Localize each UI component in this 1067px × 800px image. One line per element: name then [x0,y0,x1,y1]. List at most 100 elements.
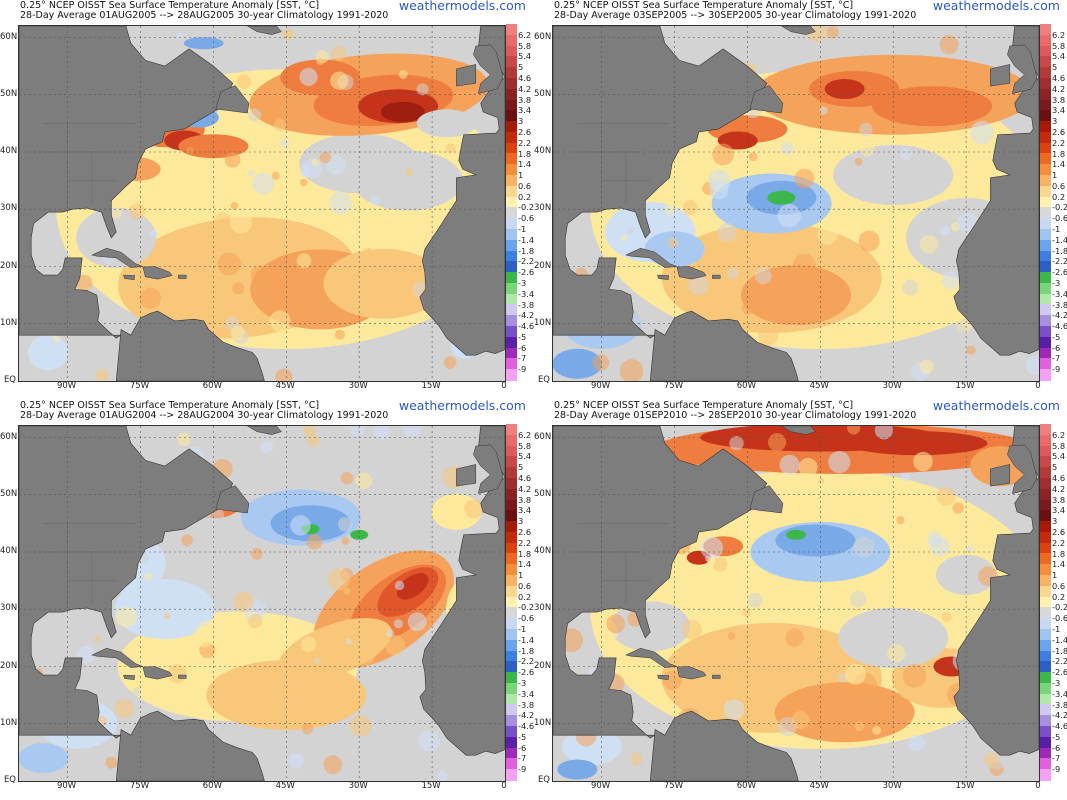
colorbar-label: 3 [518,516,524,527]
colorbar-label: -0.6 [518,213,535,224]
colorbar-segment [506,153,517,165]
colorbar-label: -0.2 [1052,602,1067,613]
map-title: 0.25° NCEP OISST Sea Surface Temperature… [20,400,320,411]
colorbar-segment [506,769,517,781]
sst-anomaly-map-panel: 0.25° NCEP OISST Sea Surface Temperature… [534,0,1067,400]
lat-label: 30N [534,203,552,214]
colorbar-segment [1040,639,1051,652]
colorbar-label: 2.6 [1052,126,1066,137]
brand-link[interactable]: weathermodels.com [932,0,1060,13]
colorbar-segment [1040,434,1051,447]
colorbar-segment [1040,164,1051,176]
colorbar-segment [506,564,517,576]
colorbar-segment [1040,477,1051,490]
colorbar-label: -4.6 [518,321,535,332]
colorbar-segment [1040,175,1051,187]
colorbar-label: 5.4 [1052,451,1066,462]
colorbar-label: -2.2 [518,256,535,267]
lon-label: 45W [809,781,829,791]
colorbar-segment [506,131,517,144]
colorbar-label: -4.6 [518,721,535,732]
lon-label: 0 [1035,781,1041,791]
colorbar-label: -7 [1052,353,1061,364]
colorbar-segment [506,488,517,501]
colorbar-label: -0.6 [1052,613,1067,624]
colorbar-label: -3 [1052,277,1061,288]
colorbar-label: -2.2 [1052,256,1067,267]
colorbar-segment [506,445,517,457]
colorbar-label: -9 [518,764,527,775]
colorbar-label: -2.6 [1052,667,1067,678]
colorbar-label: 5 [518,462,524,473]
colorbar-label: 1.4 [1052,159,1066,170]
lat-label: 30N [0,203,18,214]
lat-label: 10N [0,317,18,328]
colorbar [1040,24,1051,381]
colorbar-label: -1 [518,624,527,634]
colorbar-segment [1040,347,1051,359]
colorbar-label: -5 [518,331,527,342]
lat-label: 40N [0,546,18,556]
colorbar-segment [1040,304,1051,316]
colorbar-segment [506,672,517,684]
colorbar-segment [1040,282,1051,295]
lon-label: 15W [955,381,975,391]
colorbar-segment [506,542,517,555]
colorbar-segment [1040,218,1051,230]
colorbar-segment [1040,239,1051,252]
brand-link[interactable]: weathermodels.com [932,398,1060,413]
brand-link[interactable]: weathermodels.com [398,0,526,13]
colorbar-segment [1040,99,1051,111]
map-title: 0.25° NCEP OISST Sea Surface Temperature… [20,0,320,11]
lon-label: 60W [736,781,757,791]
lat-label: 60N [0,31,18,42]
lat-label: 30N [0,603,18,614]
colorbar-segment [1040,531,1051,544]
lon-label: 0 [1035,381,1041,391]
colorbar-segment [506,336,517,349]
colorbar-label: -4.2 [1052,710,1067,721]
colorbar-label: 1 [518,570,524,580]
lon-label: 0 [501,781,507,791]
colorbar-segment [1040,467,1051,479]
colorbar-segment [506,477,517,490]
lon-label: 60W [736,381,757,391]
colorbar-label: 3.8 [518,94,532,105]
lon-label: 60W [202,381,223,391]
lat-label: 20N [534,260,552,271]
colorbar-label: -6 [518,742,527,753]
colorbar-segment [506,628,517,641]
sst-anomaly-map-panel: 0.25° NCEP OISST Sea Surface Temperature… [0,398,535,800]
brand-link[interactable]: weathermodels.com [398,398,526,413]
colorbar-label: 4.6 [518,72,532,83]
colorbar-segment [1040,715,1051,727]
colorbar-label: -7 [518,353,527,364]
colorbar-label: -5 [518,731,527,742]
colorbar-label: 2.2 [518,137,532,148]
colorbar-segment [1040,326,1051,338]
colorbar-segment [1040,628,1051,641]
colorbar-segment [1040,564,1051,576]
colorbar-label: -2.6 [518,667,535,678]
lon-label: 75W [129,381,150,391]
lat-label: 30N [534,603,552,614]
colorbar-label: -1.4 [1052,234,1067,245]
colorbar-label: 5.4 [1052,51,1066,62]
map-title: 0.25° NCEP OISST Sea Surface Temperature… [554,0,854,11]
lat-label: 50N [0,88,18,99]
colorbar-label: 1 [1052,170,1058,180]
colorbar-label: 6.2 [1052,29,1066,40]
colorbar-label: 0.2 [518,191,532,202]
colorbar-label: -7 [1052,753,1061,764]
colorbar-segment [1040,315,1051,327]
colorbar-label: -4.6 [1052,721,1067,732]
colorbar-segment [506,650,517,662]
lon-label: 45W [275,381,295,391]
colorbar-label: -3.8 [518,699,535,710]
colorbar-segment [1040,45,1051,57]
colorbar-segment [506,693,517,706]
colorbar-label: -2.2 [1052,656,1067,667]
colorbar-label: 3.8 [1052,94,1066,105]
colorbar-segment [506,250,517,262]
map-title: 0.25° NCEP OISST Sea Surface Temperature… [554,400,854,411]
